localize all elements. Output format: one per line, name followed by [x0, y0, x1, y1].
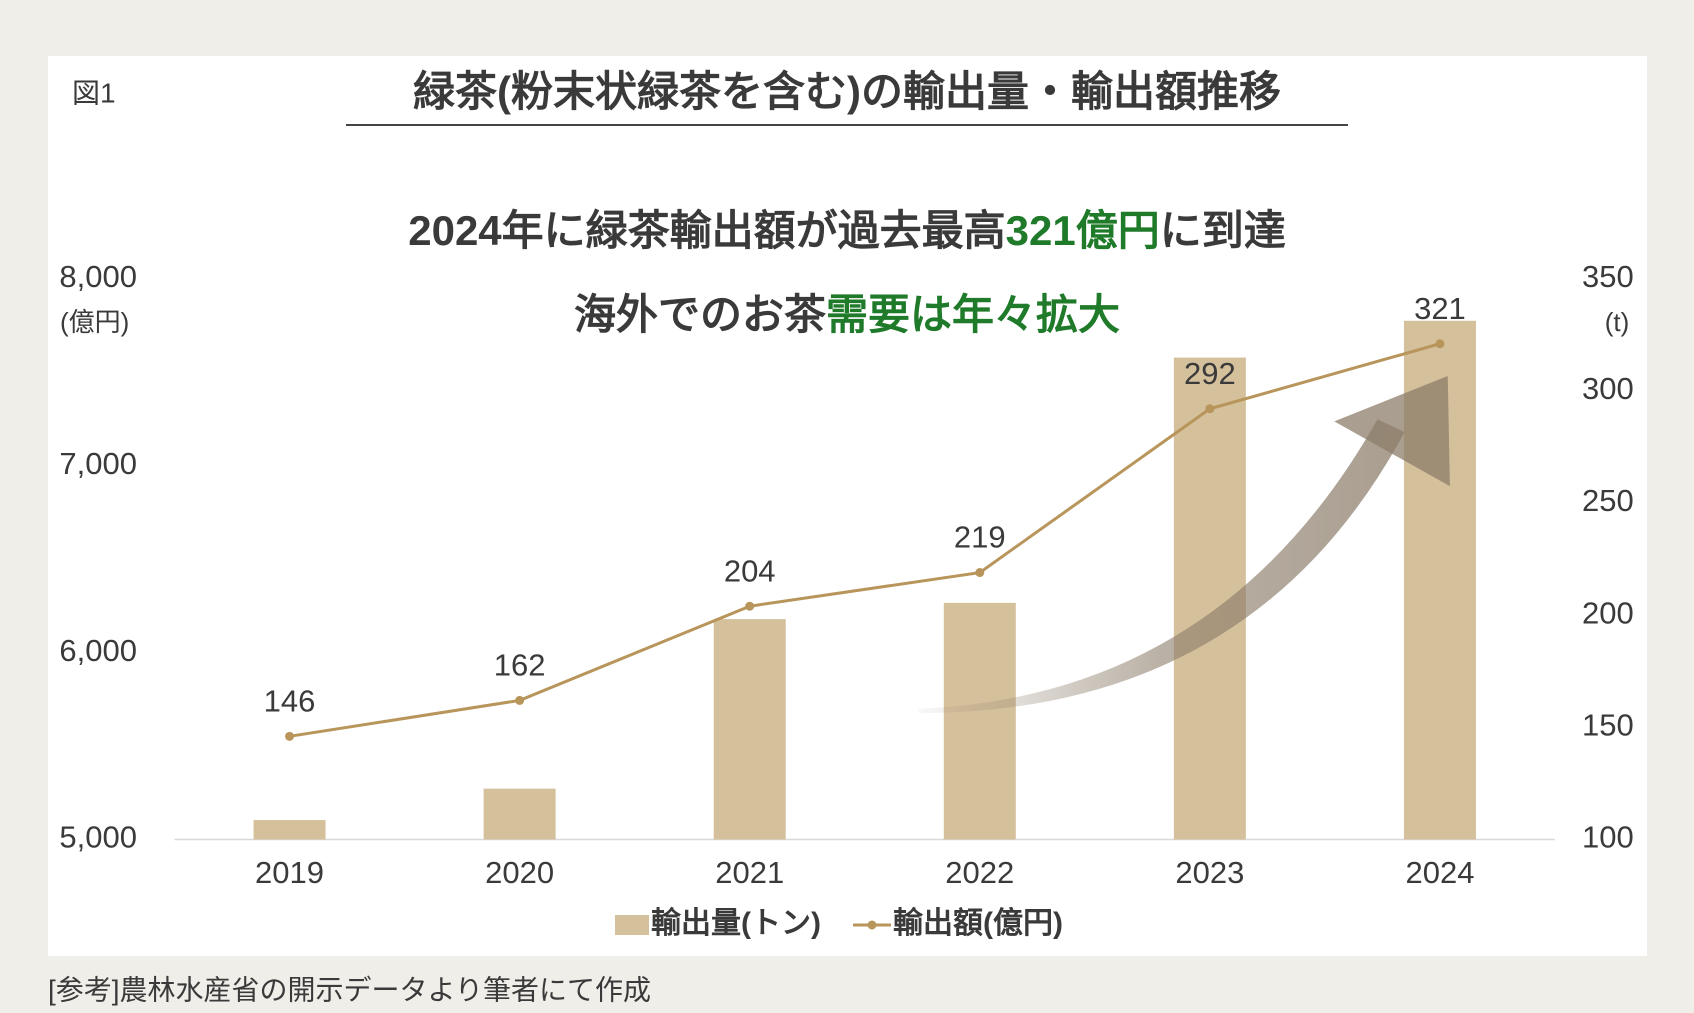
legend-label: 輸出額(億円)	[893, 906, 1063, 940]
legend-swatch	[615, 915, 649, 935]
y2-tick-label: 350	[1582, 259, 1634, 294]
value-label: 162	[494, 648, 546, 683]
line-point	[285, 731, 295, 741]
legend-label: 輸出量(トン)	[651, 906, 821, 940]
chart-title: 緑茶(粉末状緑茶を含む)の輸出量・輸出額推移	[413, 68, 1281, 115]
value-label: 204	[724, 553, 776, 588]
value-label: 292	[1184, 356, 1236, 391]
headline: 2024年に緑茶輸出額が過去最高321億円に到達	[408, 207, 1286, 254]
y2-tick-label: 200	[1582, 595, 1634, 630]
value-label: 321	[1414, 291, 1466, 326]
arrow-head	[1334, 375, 1450, 487]
x-tick-label: 2019	[255, 855, 324, 890]
headline-part: 321億円	[1006, 207, 1160, 254]
y2-tick-label: 300	[1582, 371, 1634, 406]
legend-swatch-point	[867, 920, 877, 930]
x-tick-label: 2021	[715, 855, 784, 890]
y-tick-label: 6,000	[59, 633, 137, 668]
x-tick-label: 2020	[485, 855, 554, 890]
y-tick-label: 8,000	[59, 259, 137, 294]
figure-label: 図1	[72, 77, 116, 108]
trend-arrow	[918, 375, 1450, 714]
y2-axis-label: (t)	[1605, 307, 1630, 337]
line-point	[515, 695, 525, 705]
headline-part: 需要は年々拡大	[826, 291, 1120, 338]
value-label: 219	[954, 520, 1006, 555]
y2-tick-label: 100	[1582, 820, 1634, 855]
plot: 5,000 6,000 7,000 8,000 100 150 200 250 300 350 20…	[59, 259, 1633, 940]
line-point	[1205, 404, 1215, 414]
y-tick-label: 7,000	[59, 446, 137, 481]
y2-tick-label: 150	[1582, 708, 1634, 743]
y-tick-label: 5,000	[59, 820, 137, 855]
headline-part: 海外でのお茶	[574, 291, 827, 338]
panel	[48, 56, 1647, 956]
value-label: 146	[264, 684, 316, 719]
x-tick-label: 2024	[1405, 855, 1474, 890]
line	[289, 342, 1441, 738]
headline: 海外でのお茶需要は年々拡大	[574, 291, 1120, 338]
x-tick-label: 2022	[945, 855, 1014, 890]
line-point	[1435, 339, 1445, 349]
bar	[713, 619, 786, 840]
footer: [参考]農林水産省の開示データより筆者にて作成	[48, 974, 651, 1005]
headline-part: に到達	[1160, 207, 1286, 254]
arrow-body	[918, 419, 1405, 714]
bar	[483, 788, 556, 840]
line-point	[975, 568, 985, 578]
bar	[253, 820, 326, 840]
bar	[943, 602, 1016, 840]
x-tick-label: 2023	[1175, 855, 1244, 890]
headline-part: 2024年に緑茶輸出額が過去最高	[408, 207, 1005, 254]
y2-tick-label: 250	[1582, 483, 1634, 518]
line-point	[745, 601, 755, 611]
y-axis-label: (億円)	[60, 307, 129, 337]
